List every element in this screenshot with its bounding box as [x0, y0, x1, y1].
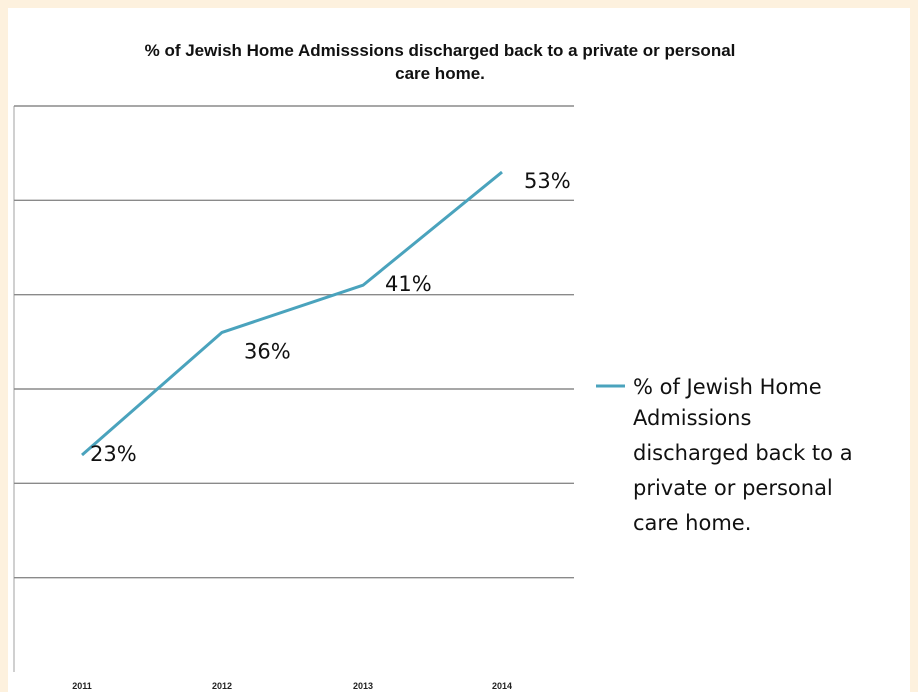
legend-label-line-5: care home.: [633, 511, 751, 535]
data-label-2014: 53%: [524, 169, 571, 193]
legend-label-line-2: Admissions: [633, 406, 751, 430]
data-label-2013: 41%: [385, 272, 432, 296]
data-label-2012: 36%: [244, 339, 291, 363]
x-tick-label-2012: 2012: [212, 681, 232, 691]
x-tick-label-2013: 2013: [353, 681, 373, 691]
x-tick-label-2014: 2014: [492, 681, 512, 691]
legend-label-line-3: discharged back to a: [633, 441, 853, 465]
line-chart: % of Jewish Home Admisssions discharged …: [13, 41, 853, 691]
x-axis-ticks: 2011 2012 2013 2014: [72, 681, 512, 691]
data-label-2011: 23%: [90, 442, 137, 466]
gridlines: [14, 105, 574, 579]
chart-title-line-1: % of Jewish Home Admisssions discharged …: [145, 41, 736, 60]
series-line: [81, 170, 503, 457]
chart-title-line-2: care home.: [395, 64, 485, 83]
chart-frame: % of Jewish Home Admisssions discharged …: [8, 8, 910, 692]
legend-label-line-1: % of Jewish Home: [633, 375, 822, 399]
legend-label-line-4: private or personal: [633, 476, 833, 500]
x-tick-label-2011: 2011: [72, 681, 92, 691]
legend: % of Jewish Home Admissions discharged b…: [596, 375, 853, 535]
data-labels: 23% 36% 41% 53%: [90, 169, 571, 466]
